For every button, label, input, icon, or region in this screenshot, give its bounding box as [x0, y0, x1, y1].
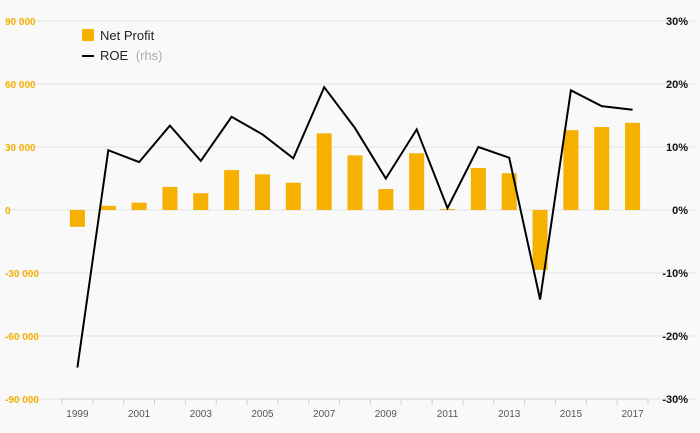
x-tick-label: 2017	[621, 409, 644, 420]
y-left-tick-label: 30 000	[5, 143, 36, 154]
bar-net-profit	[316, 133, 332, 210]
legend-label-roe: ROE (rhs)	[100, 48, 163, 63]
bar-net-profit	[224, 170, 240, 210]
bar-net-profit	[193, 193, 209, 210]
legend: Net Profit ROE (rhs)	[82, 28, 163, 63]
bar-net-profit	[131, 202, 147, 210]
x-tick-label: 2011	[437, 409, 459, 420]
x-tick-label: 2001	[128, 409, 151, 420]
x-tick-label: 1999	[66, 409, 89, 420]
y-right-tick-label: 20%	[666, 79, 688, 91]
legend-swatch-net-profit	[82, 29, 94, 41]
y-right-tick-label: -20%	[662, 331, 688, 343]
bar-net-profit	[69, 210, 85, 227]
bar-net-profit	[470, 168, 486, 210]
line-roe	[76, 85, 633, 368]
axes: 90 000 30% 60 000 20% 30 000 10% 0 0% -30 000 -10…	[5, 16, 688, 420]
y-right-tick-label: -30%	[662, 394, 688, 406]
bar-net-profit	[625, 122, 641, 210]
bar-net-profit	[347, 155, 363, 210]
legend-label-net-profit: Net Profit	[100, 28, 155, 43]
bar-net-profit	[285, 182, 301, 210]
roe-line-series	[76, 85, 633, 368]
y-left-tick-label: -60 000	[5, 332, 39, 343]
x-tick-label: 2005	[251, 409, 274, 420]
y-left-tick-label: 60 000	[5, 80, 36, 91]
y-left-tick-label: -30 000	[5, 269, 39, 280]
bar-net-profit	[532, 210, 548, 270]
x-tick-label: 2015	[560, 409, 583, 420]
bar-net-profit	[501, 173, 517, 210]
y-right-tick-label: 0%	[672, 205, 688, 217]
y-left-tick-label: 90 000	[5, 17, 36, 28]
x-tick-label: 2003	[190, 409, 213, 420]
bar-net-profit	[409, 153, 425, 210]
bar-net-profit	[563, 130, 579, 210]
legend-label-roe-suffix: (rhs)	[136, 48, 163, 63]
net-profit-bars	[69, 122, 641, 270]
bar-net-profit	[254, 174, 270, 210]
y-right-tick-label: -10%	[662, 268, 688, 280]
bar-net-profit	[162, 186, 178, 210]
y-left-tick-label: -90 000	[5, 395, 39, 406]
y-right-tick-label: 10%	[666, 142, 688, 154]
x-tick-label: 2009	[375, 409, 398, 420]
y-left-tick-label: 0	[5, 206, 11, 217]
bar-net-profit	[594, 127, 610, 210]
x-tick-label: 2013	[498, 409, 521, 420]
legend-label-roe-name: ROE	[100, 48, 129, 63]
y-right-tick-label: 30%	[666, 16, 688, 28]
x-tick-label: 2007	[313, 409, 336, 420]
bar-net-profit	[378, 189, 394, 210]
bar-net-profit	[100, 205, 116, 210]
